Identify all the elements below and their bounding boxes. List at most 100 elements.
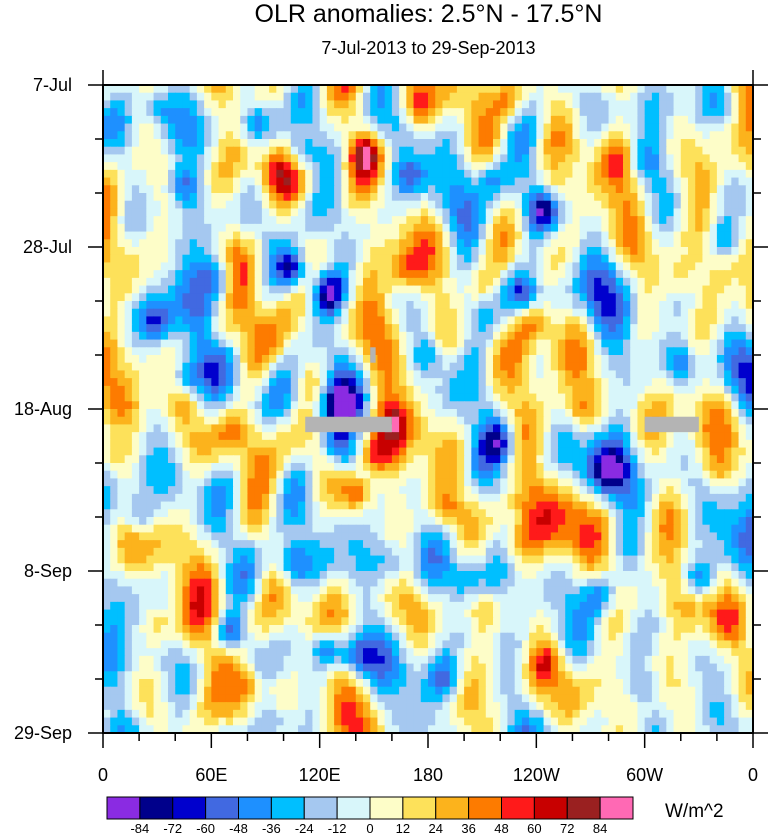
field-cell <box>377 231 386 240</box>
field-cell <box>254 470 263 480</box>
field-cell <box>543 239 552 248</box>
field-cell <box>283 416 292 426</box>
field-cell <box>666 193 675 202</box>
field-cell <box>745 139 754 148</box>
field-cell <box>254 401 263 410</box>
field-cell <box>615 447 624 456</box>
field-cell <box>493 131 501 140</box>
field-cell <box>623 185 631 194</box>
field-cell <box>637 123 646 132</box>
field-cell <box>615 393 624 402</box>
field-cell <box>716 100 725 109</box>
field-cell <box>478 216 487 225</box>
field-cell <box>594 447 602 456</box>
field-cell <box>348 324 357 333</box>
field-cell <box>608 293 617 302</box>
field-cell <box>478 378 487 387</box>
field-cell <box>348 470 357 480</box>
field-cell <box>514 239 523 248</box>
field-cell <box>168 193 176 202</box>
field-cell <box>435 439 444 449</box>
field-cell <box>240 455 249 464</box>
field-cell <box>283 285 292 294</box>
field-cell <box>189 239 198 248</box>
field-cell <box>247 193 256 202</box>
field-cell <box>290 301 299 310</box>
field-cell <box>189 162 198 171</box>
field-cell <box>442 177 451 186</box>
field-cell <box>413 316 422 325</box>
field-cell <box>709 247 718 256</box>
field-cell <box>110 247 119 256</box>
field-cell <box>572 85 581 94</box>
field-cell <box>550 154 559 163</box>
field-cell <box>334 262 342 271</box>
field-cell <box>442 208 451 217</box>
field-cell <box>103 162 111 171</box>
field-cell <box>485 308 494 318</box>
field-cell <box>442 378 451 387</box>
field-cell <box>153 424 162 433</box>
field-cell <box>363 216 371 225</box>
field-cell <box>507 270 516 279</box>
field-cell <box>550 223 559 233</box>
field-cell <box>189 463 198 472</box>
field-cell <box>586 115 595 125</box>
field-cell <box>370 169 379 179</box>
field-cell <box>124 254 133 264</box>
field-cell <box>623 455 631 464</box>
field-cell <box>399 293 407 302</box>
field-cell <box>160 293 169 302</box>
field-cell <box>117 108 126 117</box>
field-cell <box>688 486 696 495</box>
field-cell <box>103 239 111 248</box>
field-cell <box>413 169 422 179</box>
field-cell <box>536 169 545 179</box>
field-cell <box>211 85 220 94</box>
field-cell <box>168 432 176 441</box>
field-cell <box>666 154 675 163</box>
field-cell <box>196 254 205 264</box>
field-cell <box>500 208 509 217</box>
field-cell <box>673 254 682 264</box>
field-cell <box>247 308 256 318</box>
field-cell <box>384 239 393 248</box>
field-cell <box>623 139 631 148</box>
field-cell <box>716 208 725 217</box>
field-cell <box>428 208 436 217</box>
field-cell <box>211 301 220 310</box>
field-cell <box>716 162 725 171</box>
field-cell <box>579 355 588 364</box>
field-cell <box>168 216 176 225</box>
field-cell <box>702 463 711 472</box>
field-cell <box>247 115 256 125</box>
field-cell <box>204 401 212 410</box>
field-cell <box>233 239 241 248</box>
field-cell <box>673 169 682 179</box>
field-cell <box>348 115 357 125</box>
field-cell <box>298 385 306 395</box>
field-cell <box>406 478 415 487</box>
field-cell <box>363 270 371 279</box>
field-cell <box>131 493 140 503</box>
field-cell <box>558 131 566 140</box>
field-cell <box>233 177 241 186</box>
field-cell <box>514 432 523 441</box>
field-cell <box>738 146 747 156</box>
field-cell <box>644 470 653 480</box>
field-cell <box>413 401 422 410</box>
field-cell <box>413 139 422 148</box>
field-cell <box>305 501 314 510</box>
field-cell <box>471 401 480 410</box>
field-cell <box>680 108 689 117</box>
field-cell <box>659 432 667 441</box>
field-cell <box>493 193 501 202</box>
field-cell <box>673 409 682 418</box>
field-cell <box>586 470 595 480</box>
field-cell <box>110 285 119 294</box>
field-cell <box>196 185 205 194</box>
field-cell <box>630 362 639 372</box>
field-cell <box>608 100 617 109</box>
field-cell <box>391 247 400 256</box>
field-cell <box>182 355 191 364</box>
